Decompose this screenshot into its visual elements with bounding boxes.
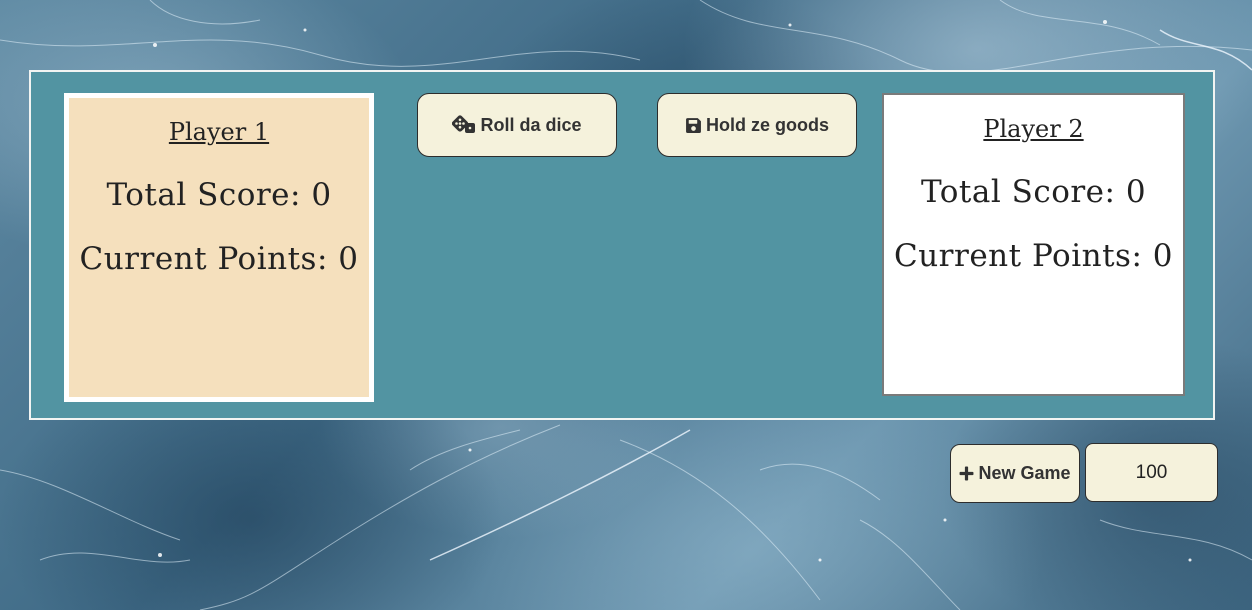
floppy-disk-icon bbox=[685, 117, 702, 134]
roll-dice-button[interactable]: Roll da dice bbox=[417, 93, 617, 157]
player-1-current-points: Current Points: 0 bbox=[79, 241, 359, 277]
dice-icon bbox=[452, 115, 476, 135]
player-2-total-score: Total Score: 0 bbox=[920, 174, 1147, 210]
player-2-name: Player 2 bbox=[983, 115, 1084, 143]
player-1-name: Player 1 bbox=[168, 118, 270, 146]
target-score-input[interactable] bbox=[1085, 443, 1218, 502]
player-1-total-score: Total Score: 0 bbox=[106, 177, 332, 213]
player-2-current-points: Current Points: 0 bbox=[894, 238, 1173, 274]
game-board: Player 1 Total Score: 0 Current Points: … bbox=[29, 70, 1215, 420]
hold-button[interactable]: Hold ze goods bbox=[657, 93, 857, 157]
roll-dice-label: Roll da dice bbox=[480, 114, 582, 135]
new-game-label: New Game bbox=[978, 463, 1071, 483]
player-1-panel: Player 1 Total Score: 0 Current Points: … bbox=[64, 93, 374, 402]
plus-icon bbox=[959, 466, 974, 481]
new-game-button[interactable]: New Game bbox=[950, 444, 1080, 503]
hold-label: Hold ze goods bbox=[706, 114, 829, 135]
player-2-panel: Player 2 Total Score: 0 Current Points: … bbox=[882, 93, 1185, 396]
